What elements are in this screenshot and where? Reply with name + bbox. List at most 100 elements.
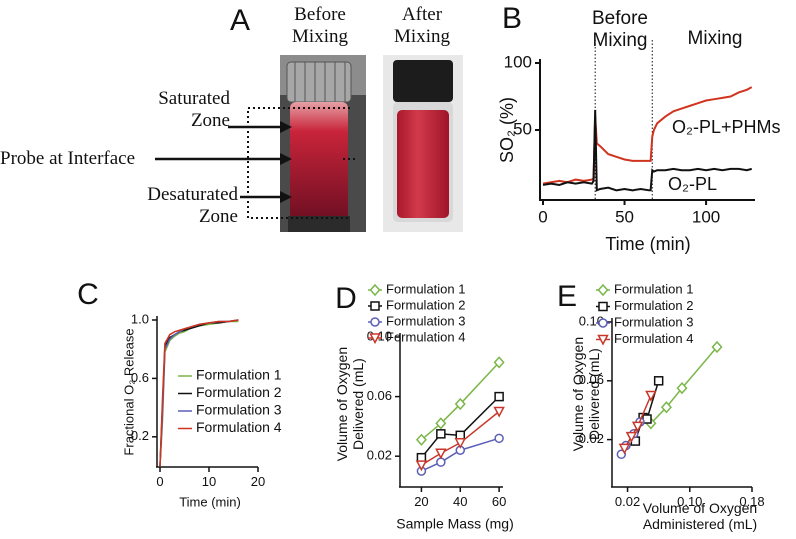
legend-label: Formulation 2 [614,298,693,313]
series-label: O₂-PL+PHMs [672,117,781,137]
y-tick-label: 0.02 [579,431,604,446]
series-line [159,319,239,467]
marker [493,356,505,369]
x-tick-label: 0.10 [677,494,702,509]
marker [435,417,447,430]
marker [598,318,608,328]
marker [436,429,446,439]
x-tick-label: 0 [156,474,163,489]
panel-label: B [502,2,522,35]
y-axis-title: Fractional O₂ Release [121,328,136,455]
marker [436,457,446,467]
x-tick-label: 0.18 [739,494,764,509]
x-axis-title: Time (min) [179,494,241,509]
marker [645,390,657,402]
annotation: Mixing [687,28,743,49]
x-axis-title: Volume of Oxygen Administered (mL) [642,500,758,533]
x-tick-label: 20 [414,494,428,509]
zone-arrows [155,121,292,203]
marker [454,438,467,449]
marker [369,333,381,345]
panel-label: D [335,282,357,315]
marker [618,443,631,455]
legend-label: Formulation 1 [196,367,282,383]
marker [676,382,688,395]
panel-label: C [77,278,99,311]
y-axis-title: Volume of Oxygen Delivered (mL) [569,336,602,452]
before-label: Before Mixing [292,4,348,47]
series-line [420,361,500,441]
marker [435,448,447,460]
legend-label: Formulation 4 [614,331,693,346]
x-axis-title: Sample Mass (mg) [396,516,513,532]
marker [370,317,380,327]
series-line [421,437,500,472]
panel-label: A [230,4,250,37]
y-tick-label: 1.0 [131,311,149,326]
x-tick-label: 100 [692,208,720,227]
zone-label: Desaturated Zone [147,184,238,227]
legend-label: Formulation 1 [614,281,693,296]
marker [493,406,505,418]
marker [653,376,664,386]
legend-label: Formulation 2 [386,297,465,312]
series-line [623,395,652,449]
series-line [650,346,718,424]
marker [415,460,428,472]
chart: E 0.02 0.10 0.18 0.02 0.06 0.10 Formulation 1 Fo… [557,280,765,509]
x-tick-label: 0 [538,208,547,227]
marker [494,391,504,402]
marker [598,301,608,312]
annotation: Before Mixing [592,8,648,51]
marker [494,433,504,444]
marker [370,301,380,311]
panel-label: E [557,280,577,313]
x-axis-title: Time (min) [605,234,690,254]
y-tick-label: 0.10 [579,313,604,328]
marker [369,283,381,297]
marker [625,431,638,443]
y-tick-label: 50 [513,119,532,138]
marker [711,340,723,354]
photo-after [383,55,463,232]
x-tick-label: 50 [615,208,634,227]
after-label: After Mixing [394,4,450,47]
x-tick-label: 0.02 [615,494,640,509]
y-tick-label: 0.02 [367,448,392,463]
legend-label: Formulation 3 [614,314,693,329]
series-label: O₂-PL [668,174,717,194]
zone-bracket [247,107,355,219]
marker [454,397,466,411]
legend-label: Formulation 2 [196,384,282,400]
x-tick-label: 20 [251,474,265,489]
marker [597,283,609,297]
legend-label: Formulation 3 [196,402,282,418]
series-line [542,109,753,192]
marker [415,433,427,446]
x-tick-label: 10 [202,474,216,489]
legend-label: Formulation 1 [386,281,465,296]
series-line [420,396,500,459]
y-tick-label: 100 [504,52,532,71]
chart: C 0 10 20 0.2 0.6 1.0 Time (min) Fractional O₂ R… [77,278,282,510]
x-tick-label: 40 [453,494,467,509]
zone-label: Probe at Interface [0,148,136,169]
y-axis-title: SO₂ (%) [497,97,517,163]
legend-label: Formulation 4 [386,329,465,344]
series-line [421,410,500,466]
zone-label: Saturated Zone [158,88,230,131]
photo-before [280,55,366,232]
legend-label: Formulation 4 [196,419,282,435]
marker [631,421,644,433]
y-tick-label: 0.06 [367,388,392,403]
marker [660,401,672,414]
legend-label: Formulation 3 [386,313,465,328]
series-line [634,380,660,442]
y-tick-label: 0.2 [131,428,149,443]
y-tick-label: 0.6 [131,370,149,385]
marker [597,334,609,346]
